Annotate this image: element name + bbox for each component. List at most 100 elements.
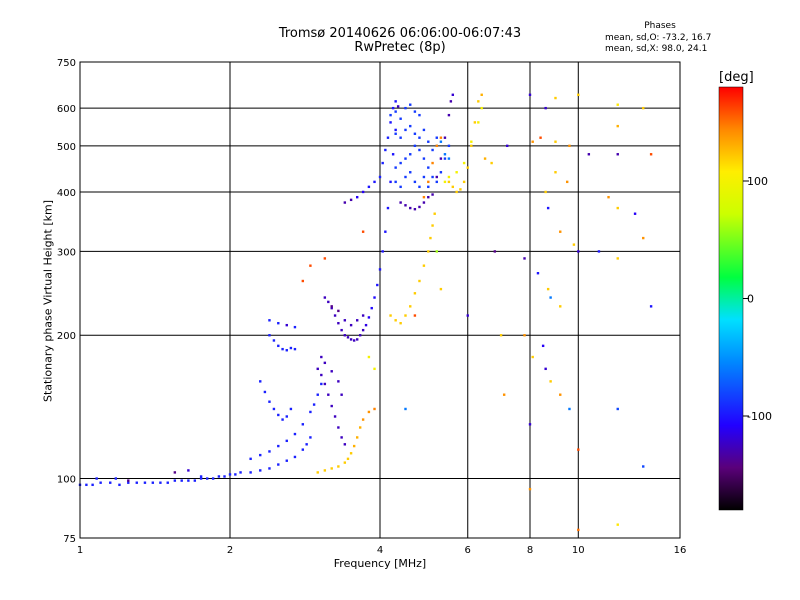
echo-point: [343, 443, 347, 446]
y-tick-label: 100: [57, 475, 76, 486]
echo-point: [367, 355, 371, 359]
echo-point: [449, 100, 453, 103]
echo-point: [413, 314, 417, 317]
echo-point: [559, 393, 562, 396]
echo-point: [531, 140, 534, 143]
echo-point: [435, 180, 438, 184]
echo-point: [642, 465, 645, 468]
grid-lines: [80, 62, 680, 538]
echo-point: [427, 180, 430, 184]
echo-point: [373, 296, 376, 299]
echo-point: [462, 161, 466, 165]
echo-point: [404, 314, 407, 317]
echo-point: [399, 321, 402, 325]
echo-point: [439, 287, 443, 291]
echo-point: [95, 477, 98, 480]
echo-point: [528, 487, 532, 491]
echo-point: [399, 201, 402, 204]
echo-point: [205, 477, 209, 480]
echo-point: [616, 124, 619, 128]
echo-point: [277, 413, 280, 417]
echo-point: [431, 224, 434, 227]
colorbar-ticks: 100 0 -100: [743, 175, 772, 423]
echo-point: [431, 175, 434, 179]
echo-point: [549, 296, 552, 299]
echo-point: [394, 100, 397, 103]
echo-point: [466, 166, 469, 169]
echo-point: [355, 195, 359, 199]
echo-point: [180, 479, 183, 482]
echo-point: [439, 171, 443, 174]
echo-point: [559, 230, 562, 233]
echo-point: [285, 439, 288, 443]
echo-point: [187, 479, 190, 482]
echo-point: [633, 212, 637, 215]
echo-point: [346, 457, 350, 461]
echo-point: [389, 113, 392, 117]
echo-point: [199, 475, 203, 478]
echo-point: [473, 121, 477, 124]
x-axis-label: Frequency [MHz]: [333, 557, 427, 570]
y-tick-label: 300: [57, 247, 76, 258]
echo-point: [277, 444, 280, 448]
echo-point: [477, 121, 480, 124]
echo-point: [301, 279, 305, 283]
echo-point: [376, 283, 379, 287]
echo-point: [151, 481, 155, 484]
echo-point: [223, 475, 226, 478]
echo-point: [330, 467, 333, 470]
echo-point: [462, 180, 466, 184]
echo-point: [404, 204, 407, 207]
echo-point: [447, 175, 451, 179]
echo-point: [477, 100, 480, 103]
echo-point: [327, 300, 330, 304]
echo-point: [447, 144, 451, 148]
echo-point: [330, 306, 333, 310]
echo-point: [587, 153, 591, 156]
echo-point: [249, 457, 252, 461]
echo-point: [330, 370, 333, 373]
echo-point: [616, 153, 619, 156]
echo-point: [333, 415, 337, 418]
echo-point: [367, 410, 371, 414]
echo-point: [340, 328, 343, 332]
echo-point: [642, 236, 645, 240]
echo-point: [470, 144, 473, 148]
echo-point: [367, 316, 371, 319]
echo-point: [577, 528, 580, 532]
echo-point: [577, 250, 580, 253]
echo-point: [642, 106, 645, 110]
echo-point: [597, 250, 601, 253]
echo-point: [404, 407, 407, 411]
echo-point: [199, 477, 203, 480]
echo-point: [355, 436, 359, 439]
echo-point: [268, 334, 271, 337]
echo-point: [544, 367, 547, 371]
echo-point: [281, 347, 284, 351]
echo-point: [523, 334, 526, 337]
echo-point: [361, 328, 365, 332]
echo-point: [391, 153, 395, 156]
echo-point: [337, 465, 340, 468]
echo-point: [127, 479, 130, 482]
echo-point: [364, 323, 368, 327]
echo-point: [399, 136, 402, 139]
echo-point: [616, 407, 619, 411]
echo-point: [523, 257, 526, 260]
x-tick-label: 1: [77, 545, 83, 556]
colorbar-tick-label: 0: [747, 293, 754, 306]
echo-point: [559, 305, 562, 308]
echo-point: [539, 136, 542, 139]
echo-point: [373, 180, 376, 184]
echo-point: [367, 185, 371, 189]
echo-point: [337, 309, 340, 313]
echo-point: [409, 305, 412, 308]
echo-point: [381, 250, 384, 253]
echo-point: [616, 523, 619, 526]
echo-point: [404, 175, 407, 179]
echo-point: [343, 201, 347, 204]
echo-point: [323, 296, 327, 299]
echo-point: [358, 334, 362, 337]
echo-point: [285, 459, 288, 462]
